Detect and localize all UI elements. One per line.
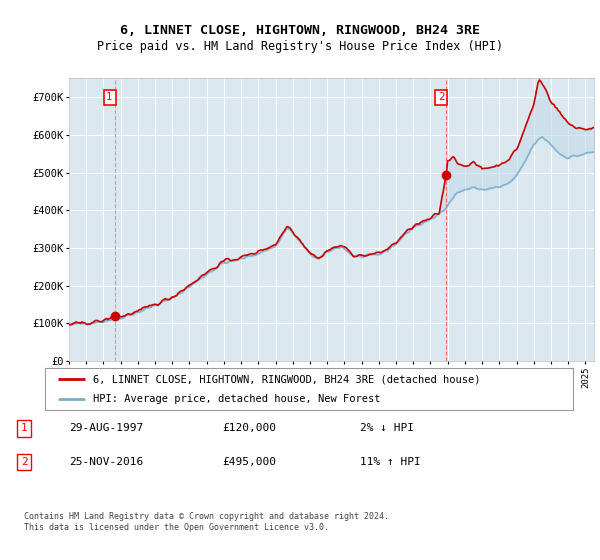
Text: 6, LINNET CLOSE, HIGHTOWN, RINGWOOD, BH24 3RE: 6, LINNET CLOSE, HIGHTOWN, RINGWOOD, BH2… [120,24,480,36]
Text: 2% ↓ HPI: 2% ↓ HPI [360,423,414,433]
Text: £495,000: £495,000 [222,457,276,467]
Text: 6, LINNET CLOSE, HIGHTOWN, RINGWOOD, BH24 3RE (detached house): 6, LINNET CLOSE, HIGHTOWN, RINGWOOD, BH2… [92,374,480,384]
Text: Price paid vs. HM Land Registry's House Price Index (HPI): Price paid vs. HM Land Registry's House … [97,40,503,53]
Text: 11% ↑ HPI: 11% ↑ HPI [360,457,421,467]
Text: 29-AUG-1997: 29-AUG-1997 [69,423,143,433]
Text: 1: 1 [106,92,113,102]
Text: 2: 2 [20,457,28,467]
Text: 2: 2 [438,92,445,102]
Text: 25-NOV-2016: 25-NOV-2016 [69,457,143,467]
Text: HPI: Average price, detached house, New Forest: HPI: Average price, detached house, New … [92,394,380,404]
Text: 1: 1 [20,423,28,433]
Text: Contains HM Land Registry data © Crown copyright and database right 2024.
This d: Contains HM Land Registry data © Crown c… [24,512,389,532]
Text: £120,000: £120,000 [222,423,276,433]
